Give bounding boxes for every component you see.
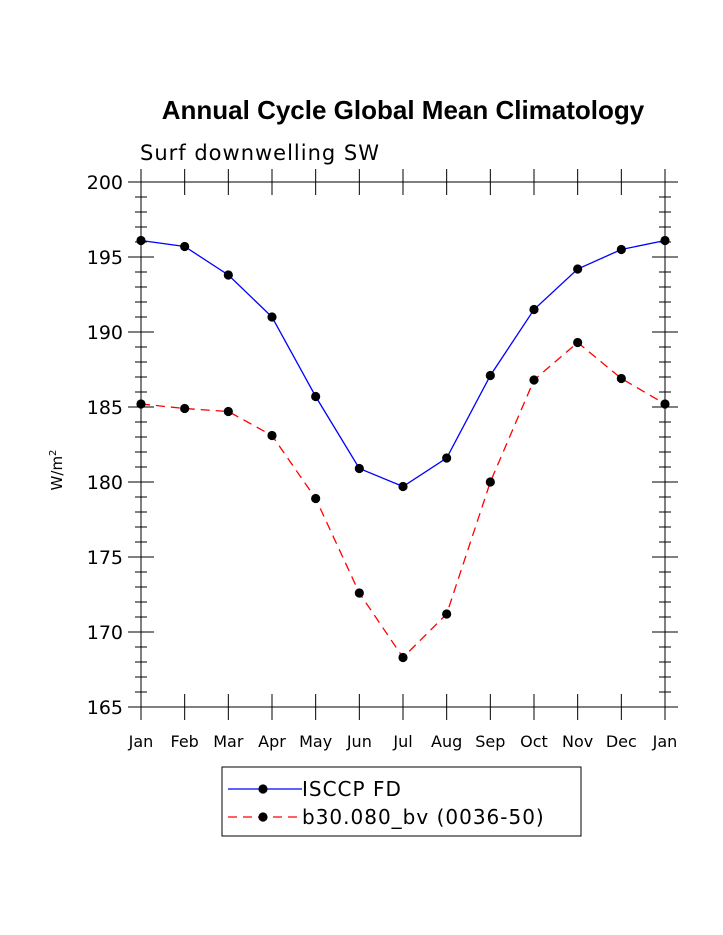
legend-marker — [258, 784, 268, 794]
y-tick-label: 200 — [87, 172, 123, 194]
y-tick-label: 190 — [87, 322, 123, 344]
x-tick-label: Jan — [128, 732, 154, 751]
series-point — [616, 373, 626, 384]
x-tick-labels: Jan Feb Mar Apr May Jun Jul Aug Sep Oct Nov Dec Jan — [128, 732, 678, 751]
x-tick-label: Aug — [431, 732, 462, 751]
x-tick-label: Nov — [562, 732, 593, 751]
series-point — [442, 453, 452, 463]
series-point — [529, 304, 539, 315]
y-tick-label: 185 — [87, 397, 123, 419]
series-point — [223, 406, 233, 417]
y-tick-label: 175 — [87, 547, 123, 569]
y-tick-label: 165 — [87, 697, 123, 719]
y-axis-label-unit: W/m — [48, 456, 66, 491]
series-point — [398, 652, 408, 663]
series-point — [660, 235, 670, 246]
series-point — [311, 493, 321, 504]
legend-box — [221, 766, 582, 837]
series-point — [180, 403, 190, 414]
x-tick-label: Jan — [652, 732, 678, 751]
chart-subtitle: Surf downwelling SW — [140, 141, 380, 165]
series-point — [485, 370, 495, 381]
series-point — [616, 244, 626, 255]
series-point — [136, 399, 146, 409]
x-tick-label: Jun — [346, 732, 372, 751]
series-point — [442, 609, 452, 619]
series-point — [180, 241, 190, 252]
series-point — [311, 391, 321, 402]
legend-label: ISCCP FD — [302, 777, 402, 801]
x-tick-label: Jul — [392, 732, 412, 751]
legend-label: b30.080_bv (0036-50) — [302, 805, 545, 829]
series-line — [140, 239, 666, 488]
y-tick-labels: 165 170 175 180 185 190 195 200 — [87, 172, 123, 719]
axis-ticks — [128, 169, 678, 720]
series-point — [529, 375, 539, 385]
series-point — [398, 481, 408, 492]
x-tick-label: Oct — [520, 732, 548, 751]
series-point — [136, 235, 146, 246]
x-tick-label: Apr — [258, 732, 286, 751]
legend-items: ISCCP FD b30.080_bv (0036-50) — [228, 777, 545, 829]
series-line — [140, 341, 666, 659]
series-point — [267, 430, 277, 441]
series-point — [485, 477, 495, 487]
series-point — [573, 337, 583, 348]
y-tick-label: 195 — [87, 247, 123, 269]
y-tick-label: 170 — [87, 622, 123, 644]
legend-marker — [258, 812, 268, 822]
x-tick-label: Feb — [171, 732, 199, 751]
plot-area: 165 170 175 180 185 190 195 200 Jan Feb Mar Apr May… — [87, 169, 678, 751]
x-tick-label: May — [299, 732, 332, 751]
x-tick-label: Sep — [475, 732, 505, 751]
y-tick-label: 180 — [87, 472, 123, 494]
x-tick-label: Mar — [213, 732, 244, 751]
series-point — [573, 264, 583, 274]
y-axis-label-sup: 2 — [48, 450, 59, 456]
series-point — [267, 312, 277, 322]
chart-title: Annual Cycle Global Mean Climatology — [162, 95, 645, 125]
series-layer — [136, 235, 670, 663]
y-axis-label: W/m2 — [48, 450, 66, 491]
plot-frame — [140, 181, 666, 708]
series-point — [354, 463, 364, 474]
series-point — [660, 399, 670, 409]
series-point — [354, 588, 364, 598]
legend: ISCCP FD b30.080_bv (0036-50) — [221, 766, 582, 837]
x-tick-label: Dec — [606, 732, 637, 751]
series-point — [223, 270, 233, 280]
